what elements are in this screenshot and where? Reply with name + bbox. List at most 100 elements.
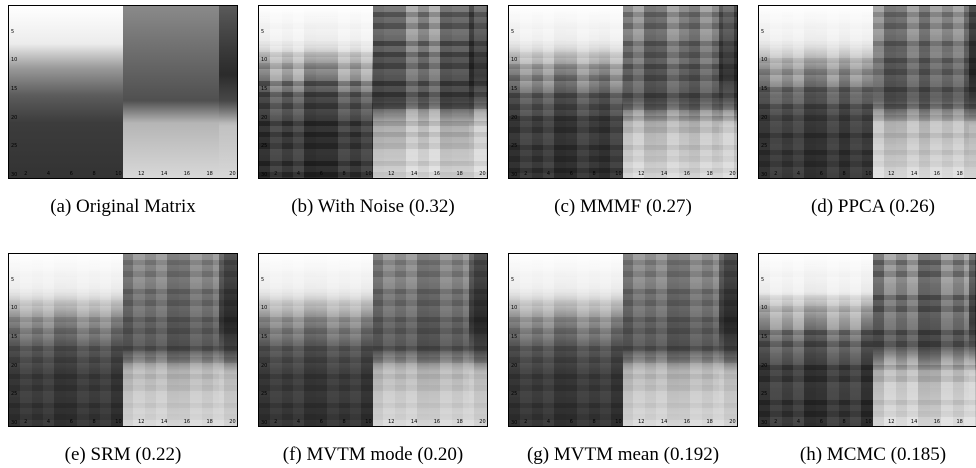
y-tick-label: 10 [11, 57, 18, 64]
matrix-edge [718, 6, 737, 178]
matrix-left [259, 6, 373, 178]
y-tick-label: 5 [261, 28, 265, 35]
x-tick-label: 6 [569, 171, 573, 177]
matrix-left [509, 6, 623, 178]
x-tick-label: 16 [683, 171, 691, 177]
y-tick-label: 15 [261, 334, 268, 341]
x-tick-label: 20 [479, 419, 486, 425]
x-tick-label: 18 [956, 419, 963, 425]
x-tick-label: 16 [183, 171, 191, 177]
x-tick-label: 10 [365, 419, 372, 425]
x-tick-label: 8 [342, 419, 346, 425]
y-tick-label: 30 [511, 420, 518, 427]
y-tick-label: 5 [11, 28, 15, 35]
x-tick-label: 14 [910, 419, 918, 425]
y-tick-label: 20 [761, 114, 768, 121]
y-tick-label: 25 [11, 391, 18, 398]
x-tick-label: 20 [229, 171, 236, 177]
x-tick-label: 2 [774, 171, 778, 177]
x-tick-label: 6 [319, 171, 323, 177]
x-tick-label: 4 [46, 171, 51, 177]
x-tick-label: 20 [479, 171, 486, 177]
x-tick-label: 4 [296, 171, 301, 177]
y-tick-label: 5 [261, 276, 265, 283]
panel: 2 4 6 8 10 12 14 16 18 20 5 10 15 20 25 30 (b) With Nois… [258, 5, 488, 220]
x-tick-label: 8 [842, 171, 846, 177]
caption: (e) SRM (0.22) [64, 444, 182, 465]
y-tick-label: 25 [261, 143, 268, 150]
caption: (d) PPCA (0.26) [810, 196, 936, 217]
panel: 2 4 6 8 10 12 14 16 18 20 5 10 15 20 25 30 (g) MVTM mean… [508, 253, 738, 468]
matrix-edge [468, 6, 487, 178]
x-tick-label: 2 [274, 171, 278, 177]
y-tick-label: 20 [11, 114, 18, 121]
x-tick-label: 4 [296, 419, 301, 425]
y-tick-label: 10 [511, 57, 518, 64]
matrix-edge [968, 6, 976, 178]
x-tick-label: 20 [729, 419, 736, 425]
x-tick-label: 14 [410, 171, 418, 177]
x-tick-label: 12 [888, 171, 895, 177]
x-tick-label: 18 [206, 171, 213, 177]
x-tick-label: 14 [160, 419, 168, 425]
x-tick-label: 18 [706, 171, 713, 177]
y-tick-label: 5 [761, 276, 765, 283]
y-tick-label: 30 [11, 172, 18, 179]
matrix-edge [468, 254, 487, 426]
x-tick-label: 10 [615, 419, 622, 425]
y-tick-label: 20 [261, 362, 268, 369]
x-tick-label: 20 [229, 419, 236, 425]
matrix-edge [218, 6, 237, 178]
x-tick-label: 14 [910, 171, 918, 177]
y-tick-label: 15 [511, 86, 518, 93]
y-tick-label: 5 [511, 276, 515, 283]
x-tick-label: 4 [546, 171, 551, 177]
x-tick-label: 16 [933, 419, 941, 425]
caption: (f) MVTM mode (0.20) [282, 444, 464, 465]
matrix-left [9, 254, 123, 426]
x-tick-label: 2 [24, 419, 28, 425]
x-tick-label: 2 [524, 419, 528, 425]
x-tick-label: 12 [638, 171, 645, 177]
x-tick-label: 4 [796, 171, 801, 177]
y-tick-label: 15 [11, 334, 18, 341]
y-tick-label: 25 [511, 391, 518, 398]
matrix-noise [509, 254, 737, 426]
x-tick-label: 2 [24, 171, 28, 177]
x-tick-label: 4 [796, 419, 801, 425]
x-tick-label: 8 [92, 419, 96, 425]
x-tick-label: 14 [410, 419, 418, 425]
x-tick-label: 10 [865, 171, 872, 177]
y-tick-label: 20 [511, 362, 518, 369]
x-tick-label: 12 [138, 419, 145, 425]
y-tick-label: 30 [11, 420, 18, 427]
y-tick-label: 5 [11, 276, 15, 283]
x-tick-label: 18 [956, 171, 963, 177]
x-tick-label: 6 [69, 171, 73, 177]
matrix-left [9, 6, 123, 178]
y-tick-label: 20 [261, 114, 268, 121]
x-tick-label: 2 [274, 419, 278, 425]
y-tick-label: 20 [511, 114, 518, 121]
x-tick-label: 6 [569, 419, 573, 425]
x-tick-label: 16 [683, 419, 691, 425]
matrix-noise [259, 254, 487, 426]
x-tick-label: 6 [319, 419, 323, 425]
matrix-right [873, 6, 976, 178]
y-tick-label: 5 [511, 28, 515, 35]
x-tick-label: 16 [933, 171, 941, 177]
matrix-edge [718, 254, 737, 426]
y-tick-label: 25 [761, 143, 768, 150]
x-tick-label: 2 [524, 171, 528, 177]
y-tick-label: 25 [761, 391, 768, 398]
matrix-edge [218, 254, 237, 426]
y-tick-label: 15 [511, 334, 518, 341]
y-tick-label: 30 [761, 172, 768, 179]
caption: (b) With Noise (0.32) [291, 196, 455, 217]
